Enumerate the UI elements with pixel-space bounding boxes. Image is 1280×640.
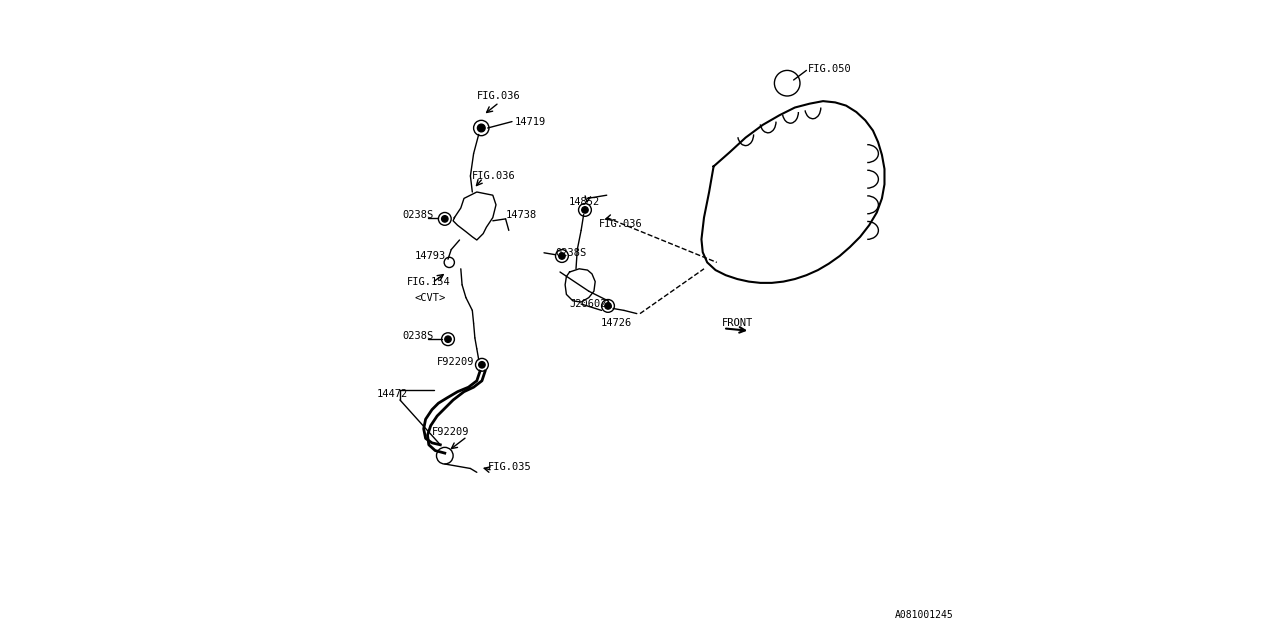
Text: J20602: J20602 [570,300,607,309]
Text: FIG.036: FIG.036 [472,172,516,181]
Text: 14719: 14719 [516,117,547,127]
Circle shape [445,336,452,342]
Text: 14793: 14793 [415,252,445,261]
Text: F92209: F92209 [436,357,474,367]
Text: 0238S: 0238S [556,248,586,258]
Text: 14738: 14738 [506,210,536,220]
Circle shape [477,124,485,132]
Text: FRONT: FRONT [722,319,753,328]
Circle shape [581,207,589,213]
Circle shape [479,362,485,368]
Circle shape [442,216,448,222]
Text: 14852: 14852 [568,197,599,207]
Text: 14726: 14726 [600,319,631,328]
Text: FIG.036: FIG.036 [599,219,643,229]
Circle shape [604,303,612,309]
Text: A081001245: A081001245 [895,609,954,620]
Text: <CVT>: <CVT> [415,293,445,303]
Text: FIG.035: FIG.035 [488,462,531,472]
Text: FIG.036: FIG.036 [477,92,521,101]
Text: 0238S: 0238S [402,332,433,341]
Text: 0238S: 0238S [402,210,433,220]
Text: 14472: 14472 [376,389,407,399]
Circle shape [559,253,566,259]
Text: FIG.050: FIG.050 [808,64,851,74]
Text: FIG.154: FIG.154 [407,276,451,287]
Text: F92209: F92209 [433,428,470,437]
